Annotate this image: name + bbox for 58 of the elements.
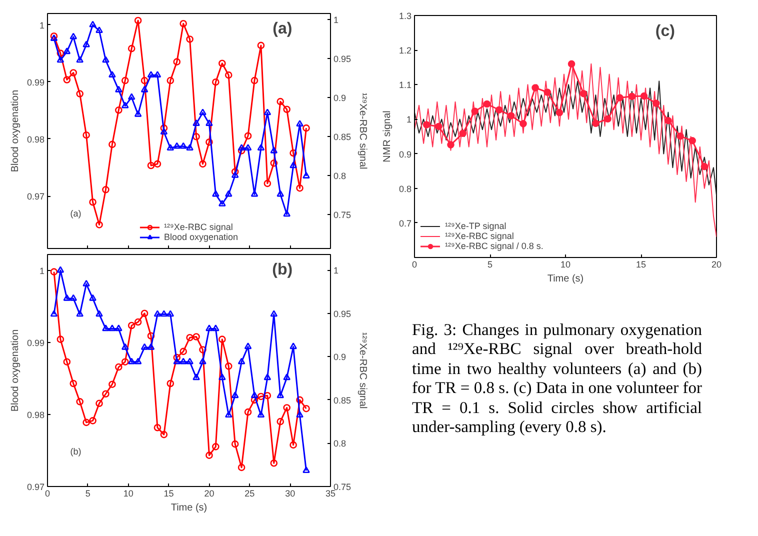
annotation: (c) [655,22,675,40]
y-tick-label: 1 [39,266,45,276]
annotation: (b) [272,261,293,278]
x-tick-label: 5 [85,488,90,498]
y-axis-title: NMR signal [382,110,393,162]
y2-axis-title: ¹²⁹Xe-RBC signal [357,92,368,170]
y-tick-label: 1 [406,114,412,125]
legend-label: ¹²⁹Xe-TP signal [445,221,506,231]
y-tick-label: 0.98 [26,410,45,420]
x-tick-label: 20 [204,488,214,498]
legend-label: ¹²⁹Xe-RBC signal [445,231,514,241]
x-tick-label: 15 [164,488,174,498]
x-tick-label: 0 [412,260,418,270]
legend-label: ¹²⁹Xe-RBC signal / 0.8 s. [445,241,544,251]
x-tick-label: 5 [487,260,493,270]
y2-tick-label: 0.8 [334,171,346,182]
y2-tick-label: 0.95 [334,54,352,64]
x-axis-title: Time (s) [170,502,208,514]
y-tick-label: 1.1 [398,80,412,90]
y-tick-label: 0.99 [26,77,45,88]
y2-tick-label: 0.95 [334,308,352,319]
y-tick-label: 1.3 [398,11,412,21]
y-tick-label: 0.97 [26,482,45,492]
x-tick-label: 30 [285,488,296,498]
x-tick-label: 10 [123,488,134,498]
legend-label: Blood oxygenation [164,232,238,242]
annotation: (a) [70,208,82,218]
y2-tick-label: 0.85 [334,395,352,406]
y-tick-label: 1 [39,20,45,30]
x-tick-label: 35 [325,488,336,498]
y2-tick-label: 0.75 [334,210,352,220]
y-tick-label: 0.99 [26,338,45,348]
y2-tick-label: 1 [334,15,339,26]
x-tick-label: 15 [636,260,646,270]
y-axis-title: Blood oxygenation [10,90,21,172]
y2-tick-label: 0.75 [334,482,352,492]
y-tick-label: 0.98 [26,134,45,144]
y2-tick-label: 0.9 [334,352,346,362]
y2-tick-label: 0.85 [334,132,352,142]
x-tick-label: 25 [244,488,255,498]
legend-label: ¹²⁹Xe-RBC signal [164,222,233,232]
x-tick-label: 0 [44,488,50,498]
y-tick-label: 0.97 [26,192,45,202]
y2-tick-label: 0.9 [334,93,346,104]
annotation: (b) [70,446,82,457]
y2-tick-label: 0.8 [334,438,346,449]
y-axis-title: Blood oxygenation [10,329,21,412]
annotation: (a) [272,20,292,38]
x-tick-label: 20 [711,260,722,270]
y-tick-label: 0.9 [398,149,412,160]
y-tick-label: 0.8 [398,184,412,194]
x-tick-label: 10 [560,260,571,270]
y2-tick-label: 1 [334,266,339,276]
caption: Fig. 3: Changes in pulmonary oxygenation and ¹²⁹Xe-RBC signal over breath-hold time in two healthy volunteers (a) and (b) for TR = 0.8 s. (c) Data in one volunteer for TR = 0.1 s. Solid circles show artificial under-sampling (every 0.8 s). [412,320,702,437]
x-axis-title: Time (s) [547,274,584,284]
y-tick-label: 1.2 [398,46,412,56]
y-tick-label: 0.7 [398,218,412,228]
y2-axis-title: ¹²⁹Xe-RBC signal [357,332,368,409]
